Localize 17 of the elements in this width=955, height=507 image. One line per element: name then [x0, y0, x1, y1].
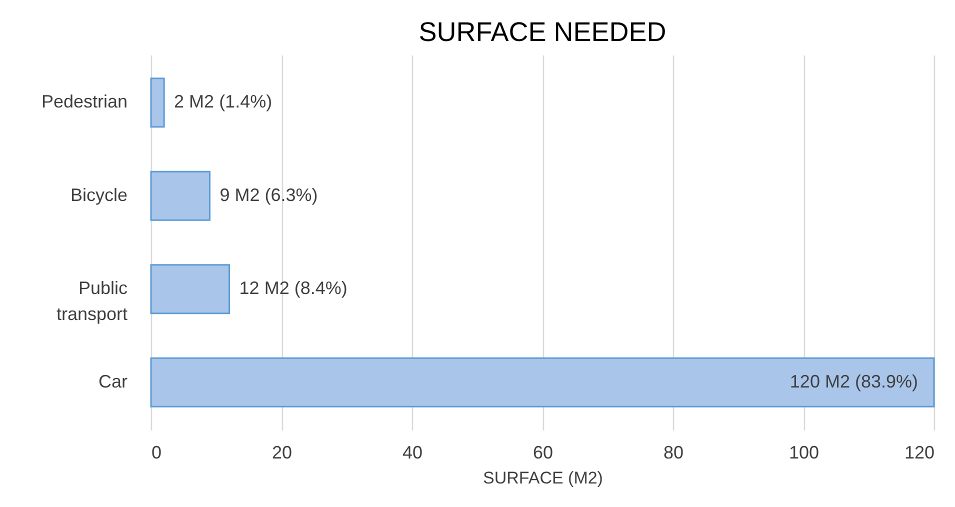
data-label: 120 M2 (83.9%)	[790, 371, 918, 392]
data-label: 12 M2 (8.4%)	[239, 278, 348, 298]
x-tick-label: 100	[788, 442, 820, 462]
data-label: 9 M2 (6.3%)	[220, 184, 318, 205]
x-tick-label: 40	[402, 442, 423, 462]
x-axis-title: SURFACE (M2)	[483, 468, 603, 488]
chart-title: SURFACE NEEDED	[418, 17, 666, 47]
y-tick-label: Pedestrian	[41, 92, 128, 112]
y-tick-label: Bicycle	[70, 184, 128, 205]
y-tick-label: Car	[98, 371, 128, 392]
x-tick-label: 0	[152, 442, 162, 462]
x-tick-label: 60	[532, 442, 554, 462]
x-tick-label: 120	[904, 442, 934, 462]
x-tick-label: 20	[272, 442, 292, 462]
x-tick-label: 80	[663, 442, 684, 462]
data-label: 2 M2 (1.4%)	[174, 92, 272, 112]
y-tick-label: Public transport	[56, 278, 128, 324]
